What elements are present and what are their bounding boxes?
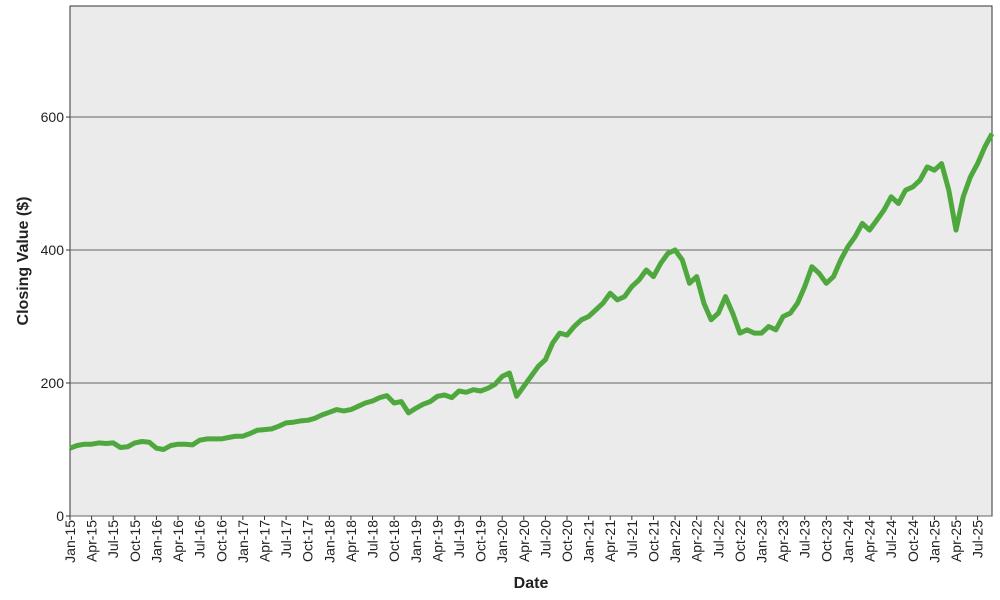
x-tick-label: Oct-17 bbox=[300, 520, 316, 562]
x-tick-label: Oct-16 bbox=[213, 520, 229, 562]
x-tick-label: Jul-15 bbox=[105, 520, 121, 558]
x-axis-title: Date bbox=[514, 575, 549, 592]
x-tick-label: Jul-20 bbox=[537, 520, 553, 558]
x-tick-label: Jan-24 bbox=[840, 520, 856, 563]
x-tick-label: Jul-17 bbox=[278, 520, 294, 558]
x-tick-label: Apr-24 bbox=[862, 520, 878, 562]
x-tick-label: Oct-20 bbox=[559, 520, 575, 562]
x-tick-label: Jul-18 bbox=[365, 520, 381, 558]
x-tick-label: Jan-15 bbox=[62, 520, 78, 563]
y-tick-label: 200 bbox=[41, 375, 65, 391]
x-tick-label: Oct-23 bbox=[818, 520, 834, 562]
x-tick-label: Jan-23 bbox=[754, 520, 770, 563]
x-tick-label: Oct-19 bbox=[473, 520, 489, 562]
x-tick-label: Jan-21 bbox=[581, 520, 597, 563]
x-tick-label: Apr-17 bbox=[256, 520, 272, 562]
x-tick-label: Apr-21 bbox=[602, 520, 618, 562]
x-tick-label: Jan-20 bbox=[494, 520, 510, 563]
x-tick-label: Jul-23 bbox=[797, 520, 813, 558]
x-tick-label: Apr-20 bbox=[516, 520, 532, 562]
x-tick-label: Oct-24 bbox=[905, 520, 921, 562]
x-tick-label: Jul-22 bbox=[710, 520, 726, 558]
x-tick-label: Oct-22 bbox=[732, 520, 748, 562]
x-tick-label: Jul-24 bbox=[883, 520, 899, 558]
x-tick-label: Jul-21 bbox=[624, 520, 640, 558]
x-tick-label: Apr-19 bbox=[429, 520, 445, 562]
x-tick-label: Apr-25 bbox=[948, 520, 964, 562]
x-tick-label: Oct-18 bbox=[386, 520, 402, 562]
y-tick-label: 400 bbox=[41, 242, 65, 258]
x-tick-label: Oct-21 bbox=[645, 520, 661, 562]
x-tick-label: Jan-18 bbox=[321, 520, 337, 563]
x-tick-label: Jul-19 bbox=[451, 520, 467, 558]
y-tick-label: 600 bbox=[41, 109, 65, 125]
y-tick-label: 0 bbox=[56, 508, 64, 524]
x-tick-label: Jan-19 bbox=[408, 520, 424, 563]
x-tick-label: Apr-16 bbox=[170, 520, 186, 562]
x-tick-label: Apr-15 bbox=[84, 520, 100, 562]
line bbox=[69, 132, 995, 452]
x-tick-label: Jan-16 bbox=[148, 520, 164, 563]
x-tick-label: Jul-16 bbox=[192, 520, 208, 558]
x-tick-label: Apr-23 bbox=[775, 520, 791, 562]
x-tick-label: Apr-18 bbox=[343, 520, 359, 562]
x-tick-label: Jan-25 bbox=[926, 520, 942, 563]
x-tick-label: Jan-22 bbox=[667, 520, 683, 563]
x-tick-label: Apr-22 bbox=[689, 520, 705, 562]
x-tick-label: Oct-15 bbox=[127, 520, 143, 562]
y-axis-title: Closing Value ($) bbox=[15, 197, 32, 326]
x-tick-label: Jan-17 bbox=[235, 520, 251, 563]
x-tick-label: Jul-25 bbox=[970, 520, 986, 558]
